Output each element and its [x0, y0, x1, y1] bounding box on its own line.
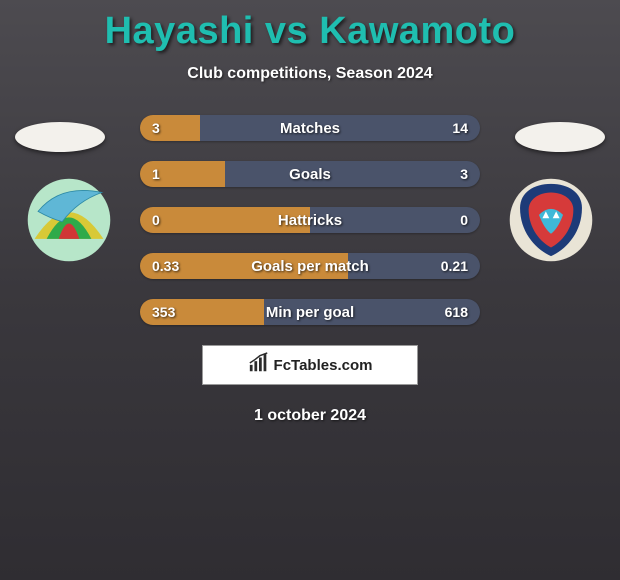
player-right-avatar [515, 122, 605, 152]
brand-chart-icon [248, 352, 270, 378]
stat-value-right: 0 [460, 207, 468, 233]
stat-row: Min per goal353 618 [140, 299, 480, 325]
stat-row: Goals per match0.33 0.21 [140, 253, 480, 279]
stat-label: Min per goal [140, 299, 480, 325]
stat-row: Goals1 3 [140, 161, 480, 187]
stat-value-left: 0.33 [152, 253, 179, 279]
page-title: Hayashi vs Kawamoto [0, 0, 620, 53]
stat-value-right: 0.21 [441, 253, 468, 279]
stat-value-right: 3 [460, 161, 468, 187]
player-left-avatar [15, 122, 105, 152]
stat-label: Goals [140, 161, 480, 187]
stat-label: Matches [140, 115, 480, 141]
club-left-emblem-icon [26, 177, 112, 263]
comparison-bars: Matches314Goals13Hattricks00Goals per ma… [140, 115, 480, 325]
stat-value-left: 353 [152, 299, 175, 325]
stat-value-left: 0 [152, 207, 160, 233]
club-right-logo [508, 177, 594, 263]
stat-row: Matches3 14 [140, 115, 480, 141]
club-left-logo [26, 177, 112, 263]
page-subtitle: Club competitions, Season 2024 [0, 65, 620, 83]
brand-text: FcTables.com [274, 357, 373, 374]
footer-date: 1 october 2024 [0, 407, 620, 425]
stat-label: Goals per match [140, 253, 480, 279]
stat-value-right: 14 [452, 115, 468, 141]
brand-badge: FcTables.com [202, 345, 418, 385]
stat-value-right: 618 [445, 299, 468, 325]
club-right-emblem-icon [508, 177, 594, 263]
stat-value-left: 3 [152, 115, 160, 141]
stat-label: Hattricks [140, 207, 480, 233]
stat-row: Hattricks0 0 [140, 207, 480, 233]
stat-value-left: 1 [152, 161, 160, 187]
